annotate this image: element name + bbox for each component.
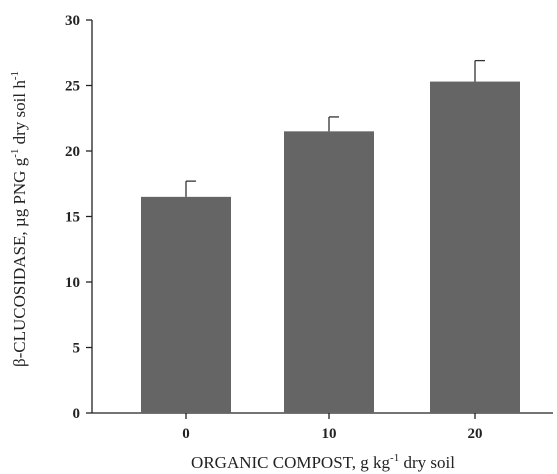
- y-tick-label: 0: [73, 406, 81, 422]
- y-axis-title-mid: dry soil h: [10, 80, 29, 149]
- x-tick-label: 10: [322, 426, 337, 442]
- y-tick-label: 15: [65, 210, 80, 226]
- x-axis-title-sup: -1: [390, 452, 399, 464]
- x-tick-label: 20: [468, 426, 483, 442]
- bar: [430, 81, 520, 413]
- y-tick-label: 10: [65, 275, 80, 291]
- plot-area: 0 5 10 15 20 25 30 0 10 20: [65, 13, 553, 442]
- x-tick-label: 0: [182, 426, 190, 442]
- y-axis-title-sup: -1: [9, 149, 21, 158]
- y-tick-label: 5: [73, 341, 81, 357]
- bar: [141, 196, 231, 413]
- x-axis-title-end: dry soil: [399, 453, 455, 472]
- bar: [284, 131, 374, 413]
- x-axis-title: ORGANIC COMPOST, g kg-1 dry soil: [191, 452, 455, 472]
- y-tick-label: 30: [65, 13, 80, 29]
- x-axis-title-main: ORGANIC COMPOST, g kg: [191, 453, 390, 472]
- y-axis-title: β-CLUCOSIDASE, µg PNG g-1 dry soil h-1: [9, 71, 29, 367]
- y-axis-title-main: β-CLUCOSIDASE, µg PNG g: [10, 157, 29, 367]
- y-axis-title-sup2: -1: [9, 71, 21, 80]
- y-tick-label: 25: [65, 79, 80, 95]
- y-tick-label: 20: [65, 144, 80, 160]
